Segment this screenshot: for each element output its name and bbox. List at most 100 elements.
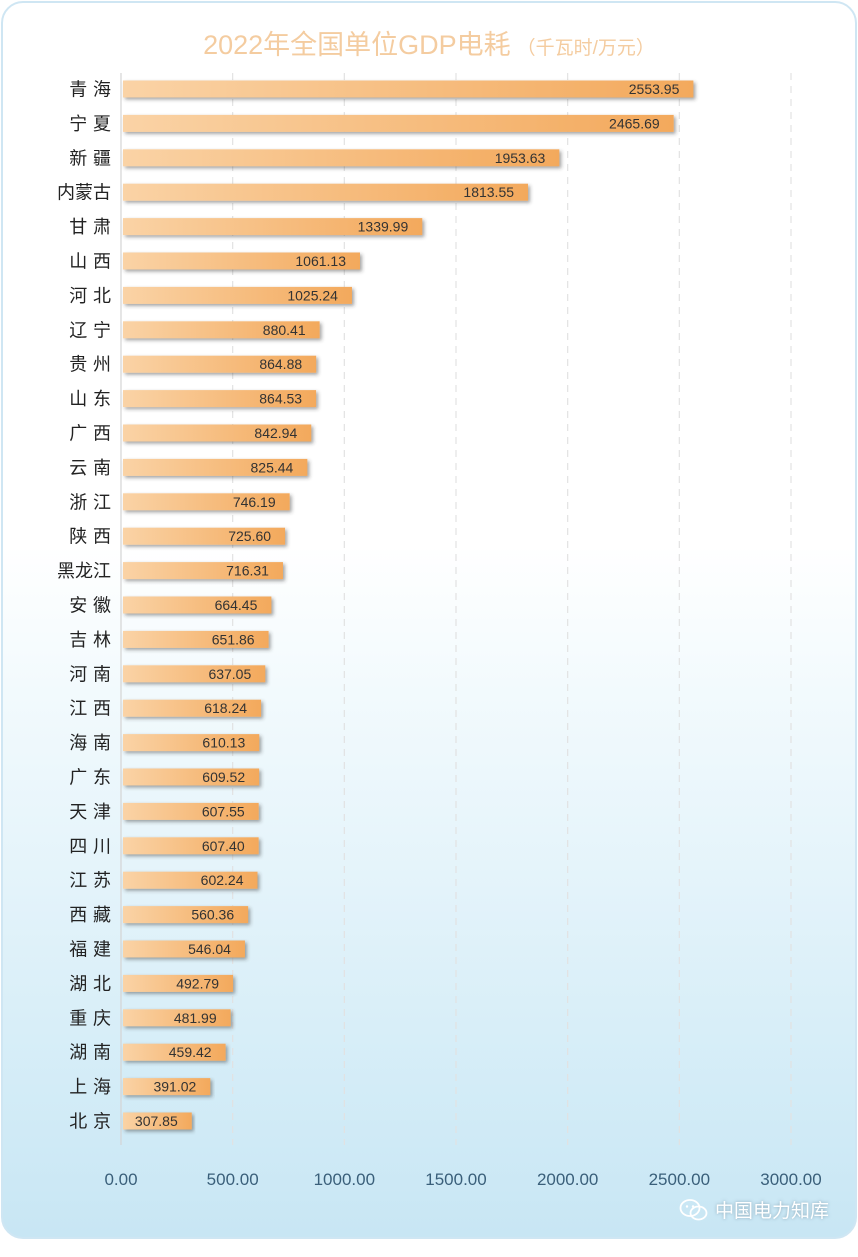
value-label: 492.79 [176, 975, 219, 991]
category-label: 青 海 [69, 80, 111, 101]
category-label: 贵 州 [69, 355, 111, 376]
value-label: 1953.63 [495, 150, 546, 166]
value-label: 607.40 [202, 838, 245, 854]
category-label: 河 南 [69, 664, 111, 685]
watermark: 中国电力知库 [679, 1196, 829, 1223]
x-tick-label: 3000.00 [760, 1170, 821, 1189]
value-label: 391.02 [153, 1079, 196, 1095]
value-label: 1813.55 [463, 184, 514, 200]
value-label: 1339.99 [358, 219, 409, 235]
bar [123, 562, 283, 580]
bar [123, 802, 259, 820]
value-label: 716.31 [226, 563, 269, 579]
category-label: 北 京 [69, 1112, 111, 1133]
bar [123, 114, 674, 132]
category-label: 辽 宁 [69, 320, 111, 341]
value-label: 725.60 [228, 528, 271, 544]
category-label: 江 西 [69, 699, 111, 720]
category-label: 山 东 [69, 389, 111, 410]
x-tick-label: 1000.00 [314, 1170, 375, 1189]
bar [123, 355, 317, 373]
bar [123, 527, 286, 545]
value-label: 607.55 [202, 803, 245, 819]
category-label: 西 藏 [69, 905, 111, 926]
chart-title-text: 2022年全国单位GDP电耗 [203, 30, 511, 60]
bar [123, 768, 260, 786]
bar [123, 665, 266, 683]
bar [123, 321, 320, 339]
bar [123, 1009, 231, 1027]
value-label: 618.24 [204, 700, 247, 716]
chart-title-unit: （千瓦时/万元） [516, 38, 655, 59]
category-label: 宁 夏 [69, 114, 111, 135]
value-label: 307.85 [135, 1113, 178, 1129]
value-label: 1025.24 [287, 287, 338, 303]
category-label: 海 南 [69, 733, 111, 754]
category-label: 江 苏 [69, 871, 111, 892]
value-label: 602.24 [201, 872, 244, 888]
bar [123, 252, 360, 270]
value-label: 880.41 [263, 322, 306, 338]
x-tick-label: 500.00 [207, 1170, 259, 1189]
x-tick-label: 0.00 [104, 1170, 137, 1189]
category-label: 广 西 [69, 424, 111, 445]
bar [123, 1112, 192, 1130]
bars [123, 80, 694, 1130]
bar [123, 183, 529, 201]
category-label: 重 庆 [69, 1008, 111, 1029]
bar [123, 871, 258, 889]
bar [123, 630, 269, 648]
category-label: 安 徽 [69, 596, 111, 617]
category-label: 四 川 [69, 836, 111, 857]
category-label: 吉 林 [69, 630, 111, 651]
category-label: 广 东 [69, 768, 111, 789]
value-label: 746.19 [233, 494, 276, 510]
value-label: 2465.69 [609, 115, 660, 131]
x-tick-labels: 0.00 500.00 1000.00 1500.00 2000.00 2500.00 30… [104, 1170, 821, 1189]
category-label: 内蒙古 [57, 183, 111, 204]
bar [123, 1043, 226, 1061]
category-label: 新 疆 [69, 148, 111, 169]
value-label: 546.04 [188, 941, 231, 957]
bar [123, 596, 272, 614]
value-label: 2553.95 [629, 81, 680, 97]
value-label: 864.53 [259, 391, 302, 407]
value-label: 825.44 [251, 459, 294, 475]
category-label: 浙 江 [69, 492, 111, 513]
bar [123, 974, 234, 992]
bar [123, 390, 317, 408]
value-label: 664.45 [215, 597, 258, 613]
bar [123, 940, 245, 958]
category-label: 上 海 [69, 1077, 111, 1098]
value-label: 842.94 [254, 425, 297, 441]
value-label: 609.52 [202, 769, 245, 785]
bar [123, 493, 290, 511]
category-label: 福 建 [69, 940, 111, 961]
bar [123, 458, 308, 476]
bar [123, 286, 352, 304]
value-label: 1061.13 [295, 253, 346, 269]
bar [123, 699, 262, 717]
value-label: 637.05 [208, 666, 251, 682]
value-label: 560.36 [191, 907, 234, 923]
value-label: 459.42 [169, 1044, 212, 1060]
bar [123, 837, 259, 855]
wechat-icon [679, 1198, 708, 1220]
category-label: 山 西 [69, 252, 111, 273]
category-label: 黑龙江 [57, 561, 111, 582]
value-labels: 2553.95 2465.69 1953.63 1813.55 1339.99 1061.… [135, 81, 680, 1129]
bar [123, 1078, 211, 1096]
category-label: 天 津 [69, 802, 111, 823]
chart-title: 2022年全国单位GDP电耗 （千瓦时/万元） [3, 23, 855, 62]
x-tick-label: 2000.00 [537, 1170, 598, 1189]
value-label: 651.86 [212, 631, 255, 647]
bar [123, 734, 260, 752]
category-label: 河 北 [69, 286, 111, 307]
bar [123, 80, 694, 98]
bar [123, 149, 560, 167]
category-label: 陕 西 [69, 527, 111, 548]
value-label: 864.88 [259, 356, 302, 372]
category-label: 甘 肃 [69, 217, 111, 238]
